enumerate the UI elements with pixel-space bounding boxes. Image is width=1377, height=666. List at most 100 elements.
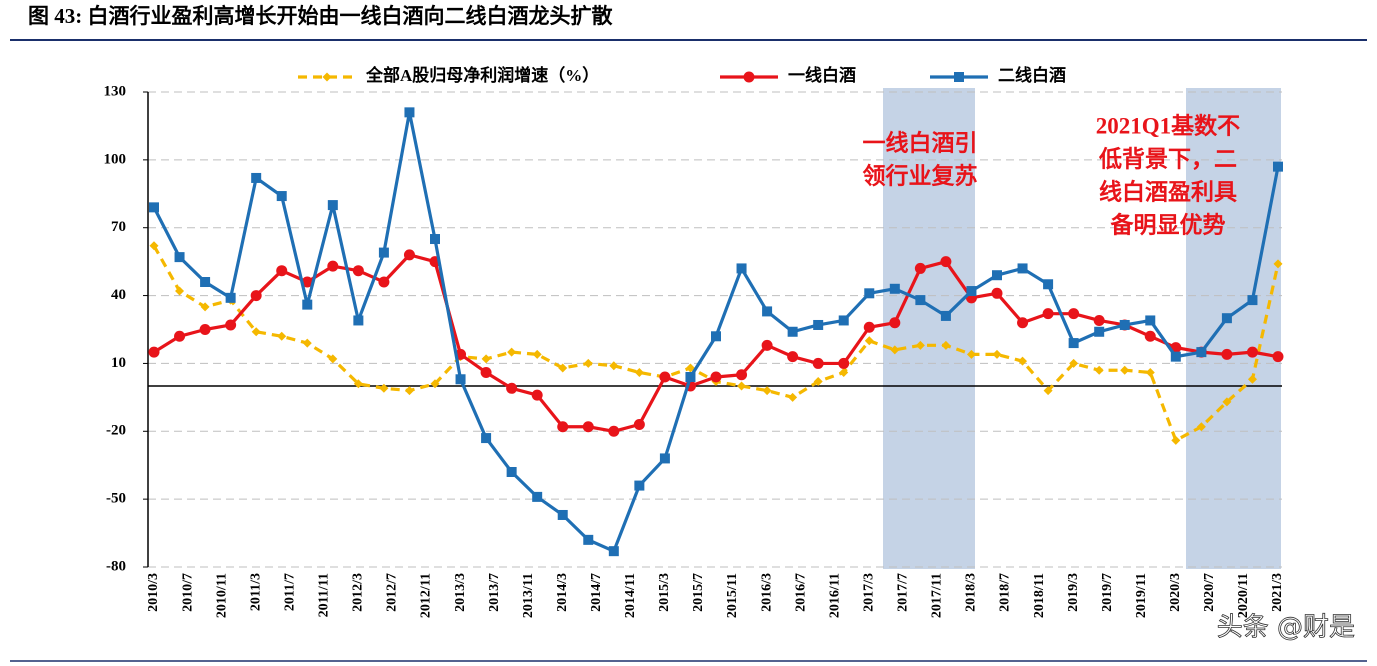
x-tick-label: 2010/11	[214, 573, 229, 618]
x-tick-label: 2020/3	[1168, 573, 1183, 612]
point	[992, 270, 1002, 281]
point	[507, 347, 517, 357]
point	[609, 361, 619, 371]
x-tick-label: 2017/11	[930, 573, 945, 618]
point	[1068, 338, 1079, 349]
point	[174, 252, 185, 263]
legend-marker	[743, 71, 755, 83]
point	[1222, 397, 1232, 407]
chart-title: 图 43: 白酒行业盈利高增长开始由一线白酒向二线白酒龙头扩散	[28, 4, 613, 28]
x-tick-label: 2011/3	[248, 573, 263, 611]
point	[455, 374, 466, 385]
point	[480, 366, 492, 378]
point	[710, 371, 722, 383]
x-tick-label: 2011/11	[317, 573, 332, 617]
x-tick-label: 2016/3	[759, 573, 774, 612]
x-tick-label: 2017/7	[896, 573, 911, 612]
x-tick-label: 2015/11	[725, 573, 740, 618]
legend-marker	[322, 72, 332, 82]
point	[1144, 330, 1156, 342]
point	[1120, 365, 1130, 375]
point	[813, 377, 823, 387]
x-tick-label: 2013/3	[453, 573, 468, 612]
point	[583, 358, 593, 368]
point	[1196, 422, 1206, 432]
series-line	[152, 245, 1280, 442]
point	[532, 349, 542, 359]
annotation: 一线白酒引	[863, 129, 978, 155]
point	[506, 382, 518, 394]
point	[302, 338, 312, 348]
point	[532, 491, 543, 502]
point	[379, 383, 389, 393]
point	[582, 421, 594, 433]
y-tick-label: -50	[106, 491, 126, 507]
x-tick-label: 2012/7	[385, 573, 400, 612]
point	[685, 363, 695, 373]
point	[251, 172, 262, 183]
x-tick-label: 2017/3	[861, 573, 876, 612]
point	[327, 200, 338, 211]
x-tick-label: 2015/3	[657, 573, 672, 612]
x-tick-label: 2013/11	[521, 573, 536, 618]
point	[200, 277, 211, 287]
annotation: 线白酒盈利具	[1099, 178, 1237, 204]
watermark: 头条 @财是	[1217, 613, 1355, 643]
x-tick-label: 2015/7	[691, 573, 706, 612]
y-tick-label: 100	[104, 151, 127, 167]
x-tick-label: 2019/7	[1100, 573, 1115, 612]
point	[991, 287, 1003, 299]
point	[531, 389, 543, 401]
point	[557, 421, 569, 433]
point	[378, 247, 389, 258]
annotation: 领行业复苏	[863, 162, 978, 188]
point	[736, 369, 748, 381]
point	[301, 276, 313, 288]
y-tick-label: 70	[111, 219, 126, 235]
point	[276, 191, 287, 202]
highlight-band	[1186, 88, 1281, 569]
point	[1017, 317, 1029, 329]
point	[1043, 279, 1054, 290]
point	[1043, 386, 1053, 396]
x-tick-label: 2018/7	[998, 573, 1013, 612]
point	[251, 327, 261, 337]
y-tick-label: 10	[111, 355, 126, 371]
point	[685, 372, 696, 382]
point	[481, 433, 492, 444]
x-tick-label: 2014/7	[589, 573, 604, 612]
point	[1221, 313, 1232, 324]
x-tick-label: 2018/3	[964, 573, 979, 612]
point	[863, 321, 875, 333]
point	[174, 330, 186, 342]
point	[966, 286, 977, 297]
point	[608, 546, 619, 557]
point	[889, 283, 900, 294]
point	[583, 534, 594, 545]
x-tick-label: 2010/3	[146, 573, 161, 612]
point	[788, 392, 798, 402]
x-tick-label: 2012/3	[351, 573, 366, 612]
point	[1119, 319, 1130, 330]
point	[659, 371, 671, 383]
point	[175, 286, 185, 296]
x-tick-label: 2018/11	[1032, 573, 1047, 618]
point	[149, 241, 159, 251]
point	[404, 107, 415, 118]
point	[634, 480, 645, 491]
point	[762, 386, 772, 396]
point	[378, 276, 390, 288]
point	[1094, 365, 1104, 375]
x-tick-label: 2013/7	[487, 573, 502, 612]
annotation: 2021Q1基数不	[1096, 113, 1240, 138]
point	[149, 202, 159, 213]
y-tick-label: -80	[106, 558, 126, 574]
point	[302, 299, 313, 310]
point	[711, 331, 721, 342]
point	[941, 340, 951, 350]
point	[787, 351, 799, 363]
point	[225, 319, 237, 331]
point	[327, 260, 339, 272]
series-line	[153, 253, 1279, 433]
